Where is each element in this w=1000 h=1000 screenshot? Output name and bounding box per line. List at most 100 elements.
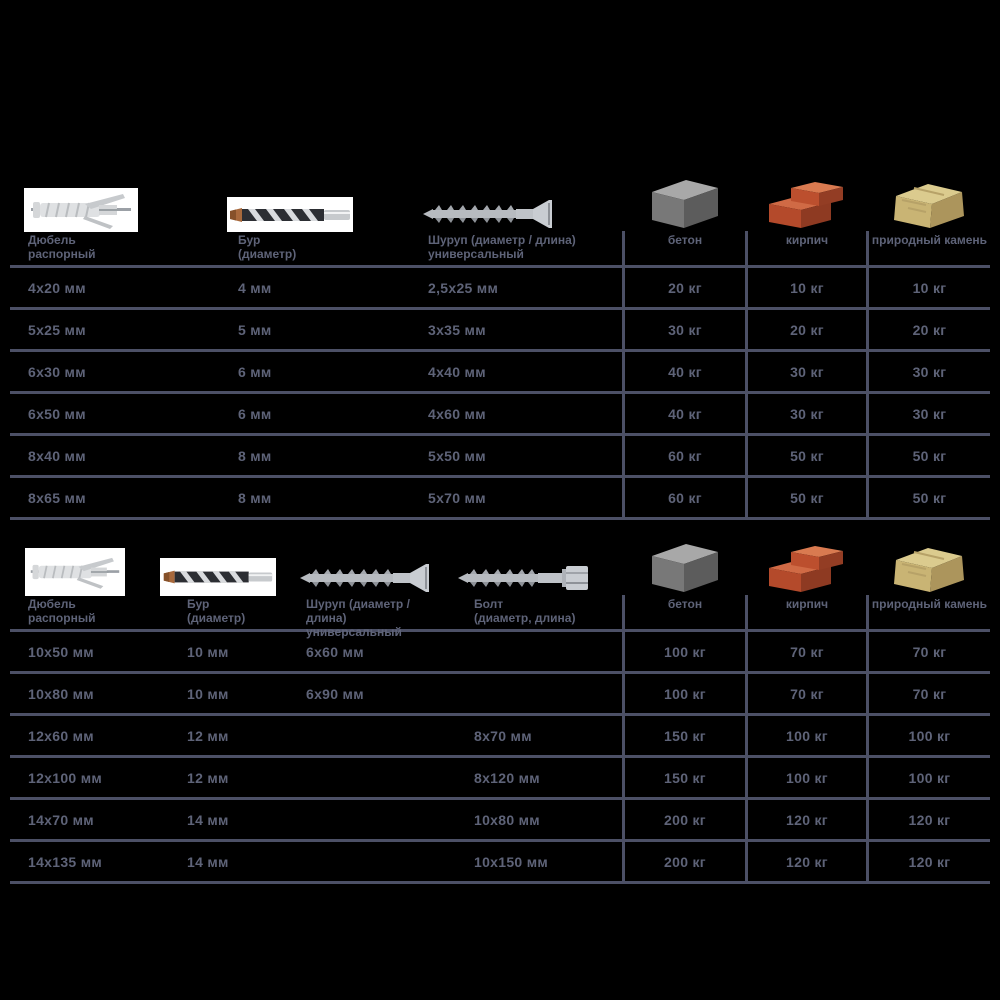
table-small-header-labels: Дюбель распорный Бур (диаметр) Шуруп (ди… — [10, 231, 990, 265]
stone-load-cell: 100 кг — [866, 716, 990, 755]
dowel-size-cell: 12x100 мм — [28, 769, 103, 786]
dowel-size-cell: 6x50 мм — [28, 405, 86, 422]
screw-size-cell: 4x60 мм — [428, 405, 486, 422]
screw-size-cell: 5x50 мм — [428, 447, 486, 464]
brick-load-cell: 70 кг — [745, 632, 866, 671]
concrete-column-label: бетон — [622, 231, 745, 265]
dowel-table-large: Дюбель распорный Бур (диаметр) Шуруп (ди… — [10, 542, 990, 884]
dowel-image — [10, 548, 160, 596]
dowel-size-cell: 14x70 мм — [28, 811, 94, 828]
brick-load-cell: 120 кг — [745, 842, 866, 881]
drill-size-cell: 6 мм — [238, 405, 272, 422]
dowel-image — [10, 188, 225, 232]
drill-size-cell: 6 мм — [238, 363, 272, 380]
drill-size-cell: 10 мм — [187, 685, 229, 702]
brick-column-label: кирпич — [745, 595, 866, 629]
concrete-load-cell: 60 кг — [622, 436, 745, 475]
natural-stone-image — [866, 180, 990, 232]
brick-load-cell: 120 кг — [745, 800, 866, 839]
bolt-column-label: Болт (диаметр, длина) — [474, 597, 576, 625]
brick-load-cell: 20 кг — [745, 310, 866, 349]
stone-load-cell: 100 кг — [866, 758, 990, 797]
concrete-load-cell: 200 кг — [622, 842, 745, 881]
table-large-header-labels: Дюбель распорный Бур (диаметр) Шуруп (ди… — [10, 595, 990, 639]
drill-size-cell: 8 мм — [238, 447, 272, 464]
dowel-size-cell: 14x135 мм — [28, 853, 103, 870]
table-row: 14x70 мм 14 мм 10x80 мм 200 кг 120 кг 12… — [10, 797, 990, 839]
brick-load-cell: 70 кг — [745, 674, 866, 713]
concrete-column-label: бетон — [622, 595, 745, 629]
table-row: 6x30 мм 6 мм 4x40 мм 40 кг 30 кг 30 кг — [10, 349, 990, 391]
screw-size-cell: 6x90 мм — [306, 685, 364, 702]
stone-load-cell: 30 кг — [866, 352, 990, 391]
table-row: 12x60 мм 12 мм 8x70 мм 150 кг 100 кг 100… — [10, 713, 990, 755]
table-large-header-images — [10, 542, 990, 596]
stone-load-cell: 70 кг — [866, 674, 990, 713]
screw-column-label: Шуруп (диаметр / длина) универсальный — [428, 233, 576, 261]
table-row: 8x65 мм 8 мм 5x70 мм 60 кг 50 кг 50 кг — [10, 475, 990, 517]
table-small-header-images — [10, 178, 990, 232]
table-row: 5x25 мм 5 мм 3x35 мм 30 кг 20 кг 20 кг — [10, 307, 990, 349]
table-row: 8x40 мм 8 мм 5x50 мм 60 кг 50 кг 50 кг — [10, 433, 990, 475]
bolt-size-cell: 8x120 мм — [474, 769, 540, 786]
brick-image — [745, 178, 866, 232]
concrete-load-cell: 40 кг — [622, 352, 745, 391]
stone-load-cell: 30 кг — [866, 394, 990, 433]
dowel-column-label: Дюбель распорный — [28, 597, 96, 625]
table-large-body: 10x50 мм 10 мм 6x60 мм 100 кг 70 кг 70 к… — [10, 629, 990, 884]
stone-column-label: природный камень — [866, 231, 990, 265]
table-row: 10x80 мм 10 мм 6x90 мм 100 кг 70 кг 70 к… — [10, 671, 990, 713]
concrete-load-cell: 30 кг — [622, 310, 745, 349]
drill-size-cell: 14 мм — [187, 811, 229, 828]
dowel-size-cell: 6x30 мм — [28, 363, 86, 380]
brick-load-cell: 10 кг — [745, 268, 866, 307]
drill-size-cell: 5 мм — [238, 321, 272, 338]
concrete-block-image — [622, 178, 745, 232]
drill-size-cell: 8 мм — [238, 489, 272, 506]
screw-size-cell: 3x35 мм — [428, 321, 486, 338]
concrete-load-cell: 60 кг — [622, 478, 745, 517]
concrete-load-cell: 150 кг — [622, 758, 745, 797]
concrete-load-cell: 200 кг — [622, 800, 745, 839]
table-row: 14x135 мм 14 мм 10x150 мм 200 кг 120 кг … — [10, 839, 990, 881]
brick-load-cell: 100 кг — [745, 716, 866, 755]
stone-load-cell: 50 кг — [866, 478, 990, 517]
screw-column-label: Шуруп (диаметр / длина) универсальный — [306, 597, 410, 639]
screw-size-cell: 5x70 мм — [428, 489, 486, 506]
table-small-body: 4x20 мм 4 мм 2,5x25 мм 20 кг 10 кг 10 кг… — [10, 265, 990, 520]
bolt-size-cell: 8x70 мм — [474, 727, 532, 744]
dowel-column-label: Дюбель распорный — [28, 233, 96, 261]
concrete-load-cell: 20 кг — [622, 268, 745, 307]
screw-size-cell: 2,5x25 мм — [428, 279, 499, 296]
brick-load-cell: 30 кг — [745, 394, 866, 433]
brick-load-cell: 100 кг — [745, 758, 866, 797]
brick-column-label: кирпич — [745, 231, 866, 265]
drill-bit-image — [225, 197, 415, 232]
stone-load-cell: 10 кг — [866, 268, 990, 307]
drill-column-label: Бур (диаметр) — [238, 233, 297, 261]
dowel-table-small: Дюбель распорный Бур (диаметр) Шуруп (ди… — [10, 178, 990, 520]
natural-stone-image — [866, 544, 990, 596]
stone-column-label: природный камень — [866, 595, 990, 629]
brick-image — [745, 542, 866, 596]
table-row: 4x20 мм 4 мм 2,5x25 мм 20 кг 10 кг 10 кг — [10, 265, 990, 307]
brick-load-cell: 50 кг — [745, 436, 866, 475]
universal-screw-image — [415, 196, 622, 232]
bolt-size-cell: 10x150 мм — [474, 853, 549, 870]
dowel-size-cell: 10x80 мм — [28, 685, 94, 702]
lag-bolt-image — [446, 560, 622, 596]
drill-bit-image — [160, 558, 278, 596]
concrete-load-cell: 40 кг — [622, 394, 745, 433]
dowel-size-cell: 10x50 мм — [28, 643, 94, 660]
table-row: 6x50 мм 6 мм 4x60 мм 40 кг 30 кг 30 кг — [10, 391, 990, 433]
stone-load-cell: 120 кг — [866, 800, 990, 839]
dowel-size-cell: 8x65 мм — [28, 489, 86, 506]
dowel-size-cell: 12x60 мм — [28, 727, 94, 744]
concrete-load-cell: 150 кг — [622, 716, 745, 755]
concrete-load-cell: 100 кг — [622, 632, 745, 671]
bolt-size-cell: 10x80 мм — [474, 811, 540, 828]
drill-size-cell: 14 мм — [187, 853, 229, 870]
table-row: 12x100 мм 12 мм 8x120 мм 150 кг 100 кг 1… — [10, 755, 990, 797]
brick-load-cell: 30 кг — [745, 352, 866, 391]
dowel-size-cell: 5x25 мм — [28, 321, 86, 338]
